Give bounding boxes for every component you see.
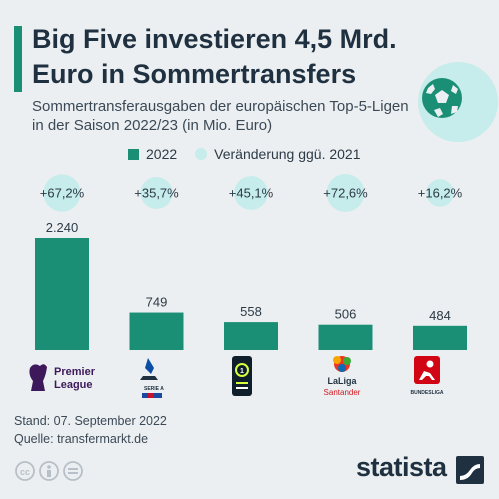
value-label-ligue-1: 558 [240, 304, 262, 319]
bar-laliga-santander [318, 324, 373, 350]
no-derivatives-icon [63, 461, 83, 481]
bar-premier-league [35, 238, 89, 350]
legend: 2022 Veränderung ggü. 2021 [128, 146, 361, 162]
svg-text:SERIE A: SERIE A [144, 386, 164, 392]
change-label-premier-league: +67,2% [40, 186, 85, 201]
change-bubble-bundesliga [426, 179, 454, 207]
creative-commons-icons: cc [15, 461, 83, 481]
change-bubble-ligue-1 [234, 176, 268, 210]
chart-subtitle: Sommertransferausgaben der europäischen … [32, 98, 409, 134]
change-label-serie-a: +35,7% [134, 186, 179, 201]
accent-bar [14, 26, 22, 92]
svg-text:1: 1 [240, 368, 244, 375]
svg-text:League: League [54, 379, 93, 391]
football-icon [418, 62, 498, 142]
attribution-icon [39, 461, 59, 481]
legend-label-change: Veränderung ggü. 2021 [214, 146, 361, 162]
bar-serie-a [129, 312, 184, 350]
serie-a-logo: SERIE A [140, 358, 164, 398]
legend-swatch-change [195, 148, 208, 160]
value-label-premier-league: 2.240 [46, 220, 79, 235]
footer: Stand: 07. September 2022 Quelle: transf… [14, 412, 167, 448]
change-bubble-laliga-santander [326, 174, 365, 212]
bundesliga-logo: BUNDESLIGA [410, 356, 444, 396]
change-bubble-serie-a [140, 176, 173, 210]
change-label-laliga-santander: +72,6% [323, 186, 368, 201]
change-label-ligue-1: +45,1% [229, 186, 274, 201]
footer-stand: Stand: 07. September 2022 [14, 414, 167, 428]
premier-league-logo: Premier League [29, 364, 96, 391]
svg-text:cc: cc [20, 467, 30, 477]
change-label-bundesliga: +16,2% [418, 186, 463, 201]
svg-text:BUNDESLIGA: BUNDESLIGA [410, 390, 443, 396]
bar-bundesliga [413, 325, 467, 350]
statista-brand: statista [356, 452, 447, 482]
bar-ligue-1 [224, 322, 278, 350]
ligue-1-logo: 1 [232, 356, 252, 396]
legend-swatch-2022 [128, 148, 139, 160]
svg-text:Premier: Premier [54, 366, 96, 378]
value-label-bundesliga: 484 [429, 308, 451, 323]
svg-text:Santander: Santander [324, 388, 361, 397]
change-bubble-premier-league [43, 174, 81, 212]
svg-text:LaLiga: LaLiga [327, 376, 357, 386]
cc-icon: cc [15, 461, 35, 481]
footer-source: Quelle: transfermarkt.de [14, 432, 149, 446]
statista-logo-icon [456, 456, 484, 484]
chart-title: Big Five investieren 4,5 Mrd. Euro in So… [32, 24, 397, 89]
value-label-serie-a: 749 [146, 295, 168, 310]
legend-label-2022: 2022 [146, 146, 178, 162]
value-label-laliga-santander: 506 [335, 307, 357, 322]
laliga-logo: LaLiga Santander [324, 356, 361, 397]
